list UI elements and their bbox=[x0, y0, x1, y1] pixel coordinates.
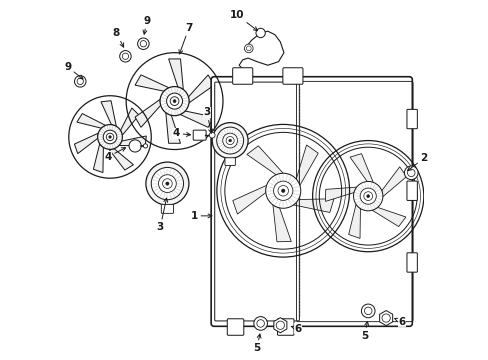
Circle shape bbox=[363, 192, 372, 201]
Text: 2: 2 bbox=[407, 153, 427, 171]
Text: 4: 4 bbox=[104, 148, 125, 162]
Circle shape bbox=[225, 136, 234, 145]
Text: 10: 10 bbox=[229, 10, 257, 31]
Text: 1: 1 bbox=[190, 211, 211, 221]
Polygon shape bbox=[272, 205, 291, 242]
Circle shape bbox=[228, 139, 231, 142]
Polygon shape bbox=[348, 204, 360, 238]
Circle shape bbox=[407, 169, 414, 176]
Circle shape bbox=[364, 307, 371, 315]
FancyBboxPatch shape bbox=[406, 181, 416, 201]
FancyBboxPatch shape bbox=[232, 68, 252, 84]
Circle shape bbox=[140, 41, 146, 47]
Text: 7: 7 bbox=[179, 23, 192, 54]
FancyBboxPatch shape bbox=[406, 109, 416, 129]
Text: 8: 8 bbox=[113, 28, 123, 47]
Circle shape bbox=[246, 46, 251, 51]
Polygon shape bbox=[246, 146, 283, 175]
Polygon shape bbox=[93, 144, 103, 172]
Circle shape bbox=[165, 182, 169, 185]
Circle shape bbox=[158, 175, 176, 193]
Polygon shape bbox=[232, 185, 266, 214]
FancyBboxPatch shape bbox=[277, 319, 293, 335]
Circle shape bbox=[122, 53, 128, 59]
Circle shape bbox=[404, 166, 417, 180]
Text: 5: 5 bbox=[360, 321, 368, 341]
Circle shape bbox=[216, 127, 243, 154]
Polygon shape bbox=[120, 108, 139, 135]
FancyBboxPatch shape bbox=[282, 68, 303, 84]
FancyBboxPatch shape bbox=[211, 77, 411, 326]
Polygon shape bbox=[77, 113, 105, 128]
Circle shape bbox=[74, 76, 86, 87]
Circle shape bbox=[160, 87, 189, 116]
Circle shape bbox=[256, 320, 264, 327]
Circle shape bbox=[353, 181, 382, 211]
Text: 3: 3 bbox=[156, 198, 167, 232]
Circle shape bbox=[212, 123, 247, 158]
Polygon shape bbox=[119, 136, 146, 146]
Circle shape bbox=[170, 97, 179, 105]
Circle shape bbox=[145, 162, 188, 205]
Text: 9: 9 bbox=[143, 16, 150, 34]
Polygon shape bbox=[135, 99, 161, 127]
Polygon shape bbox=[101, 101, 116, 126]
Circle shape bbox=[381, 314, 389, 322]
Circle shape bbox=[98, 125, 122, 149]
Text: 6: 6 bbox=[291, 324, 301, 334]
Polygon shape bbox=[273, 318, 286, 333]
Circle shape bbox=[276, 321, 284, 329]
Polygon shape bbox=[371, 207, 405, 226]
Circle shape bbox=[120, 50, 131, 62]
Polygon shape bbox=[135, 75, 168, 91]
FancyBboxPatch shape bbox=[227, 319, 244, 335]
Polygon shape bbox=[293, 199, 333, 212]
Circle shape bbox=[77, 78, 83, 85]
Text: 9: 9 bbox=[64, 62, 83, 79]
Circle shape bbox=[360, 188, 376, 204]
Circle shape bbox=[137, 38, 149, 49]
Circle shape bbox=[281, 189, 285, 193]
Polygon shape bbox=[165, 113, 180, 143]
Circle shape bbox=[244, 44, 253, 53]
Text: 5: 5 bbox=[253, 334, 261, 353]
Circle shape bbox=[166, 93, 182, 109]
Circle shape bbox=[162, 179, 172, 188]
Circle shape bbox=[106, 133, 114, 141]
FancyBboxPatch shape bbox=[161, 204, 173, 213]
Circle shape bbox=[273, 181, 292, 201]
Circle shape bbox=[173, 100, 176, 103]
Polygon shape bbox=[349, 154, 372, 183]
Circle shape bbox=[361, 304, 374, 318]
FancyBboxPatch shape bbox=[193, 130, 206, 140]
Circle shape bbox=[129, 140, 141, 152]
Polygon shape bbox=[325, 187, 356, 201]
Polygon shape bbox=[180, 111, 214, 127]
Polygon shape bbox=[296, 145, 318, 185]
Polygon shape bbox=[381, 167, 406, 197]
Text: 4: 4 bbox=[172, 129, 190, 138]
Polygon shape bbox=[109, 149, 133, 170]
Polygon shape bbox=[168, 59, 183, 90]
Text: 6: 6 bbox=[394, 317, 405, 327]
Circle shape bbox=[366, 195, 369, 198]
Circle shape bbox=[143, 144, 147, 148]
Polygon shape bbox=[379, 311, 392, 325]
Circle shape bbox=[265, 173, 300, 208]
FancyBboxPatch shape bbox=[224, 158, 235, 166]
Polygon shape bbox=[188, 75, 214, 103]
Circle shape bbox=[103, 130, 117, 144]
FancyBboxPatch shape bbox=[406, 253, 416, 272]
Polygon shape bbox=[74, 133, 98, 154]
Circle shape bbox=[255, 28, 265, 38]
Circle shape bbox=[277, 185, 288, 196]
Circle shape bbox=[209, 132, 215, 138]
Circle shape bbox=[151, 167, 183, 200]
Circle shape bbox=[253, 317, 267, 330]
Text: 3: 3 bbox=[203, 107, 212, 133]
Circle shape bbox=[108, 136, 111, 138]
Circle shape bbox=[223, 133, 237, 148]
